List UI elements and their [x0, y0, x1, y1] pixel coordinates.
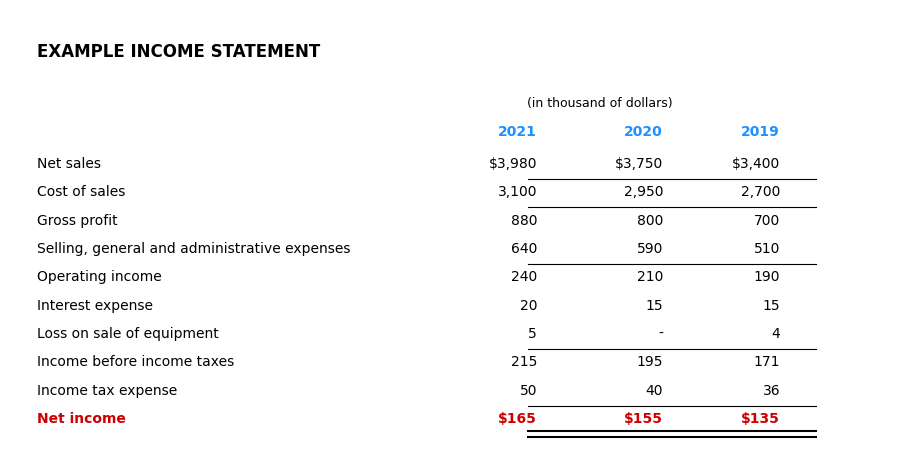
Text: Cost of sales: Cost of sales: [37, 185, 125, 199]
Text: 171: 171: [753, 354, 779, 369]
Text: 210: 210: [636, 269, 662, 284]
Text: 510: 510: [753, 241, 779, 255]
Text: 215: 215: [510, 354, 537, 369]
Text: 4: 4: [770, 326, 779, 340]
Text: 240: 240: [511, 269, 537, 284]
Text: 20: 20: [519, 298, 537, 312]
Text: 36: 36: [761, 383, 779, 397]
Text: $135: $135: [741, 411, 779, 425]
Text: 3,100: 3,100: [497, 185, 537, 199]
Text: 15: 15: [645, 298, 662, 312]
Text: 880: 880: [510, 213, 537, 227]
Text: $3,980: $3,980: [488, 157, 537, 170]
Text: 195: 195: [636, 354, 662, 369]
Text: $3,750: $3,750: [614, 157, 662, 170]
Text: Gross profit: Gross profit: [37, 213, 118, 227]
Text: 2019: 2019: [741, 124, 779, 139]
Text: 2021: 2021: [498, 124, 537, 139]
Text: Net income: Net income: [37, 411, 126, 425]
Text: 640: 640: [510, 241, 537, 255]
Text: 800: 800: [636, 213, 662, 227]
Text: -: -: [658, 326, 662, 340]
Text: 590: 590: [636, 241, 662, 255]
Text: 50: 50: [519, 383, 537, 397]
Text: EXAMPLE INCOME STATEMENT: EXAMPLE INCOME STATEMENT: [37, 42, 320, 61]
Text: Income before income taxes: Income before income taxes: [37, 354, 235, 369]
Text: $155: $155: [623, 411, 662, 425]
Text: Net sales: Net sales: [37, 157, 101, 170]
Text: Loss on sale of equipment: Loss on sale of equipment: [37, 326, 219, 340]
Text: 2,700: 2,700: [740, 185, 779, 199]
Text: 2,950: 2,950: [623, 185, 662, 199]
Text: $165: $165: [498, 411, 537, 425]
Text: 5: 5: [528, 326, 537, 340]
Text: $3,400: $3,400: [731, 157, 779, 170]
Text: Interest expense: Interest expense: [37, 298, 153, 312]
Text: (in thousand of dollars): (in thousand of dollars): [527, 97, 672, 110]
Text: Income tax expense: Income tax expense: [37, 383, 178, 397]
Text: 2020: 2020: [623, 124, 662, 139]
Text: 40: 40: [645, 383, 662, 397]
Text: Operating income: Operating income: [37, 269, 162, 284]
Text: 15: 15: [761, 298, 779, 312]
Text: 190: 190: [753, 269, 779, 284]
Text: 700: 700: [753, 213, 779, 227]
Text: Selling, general and administrative expenses: Selling, general and administrative expe…: [37, 241, 351, 255]
